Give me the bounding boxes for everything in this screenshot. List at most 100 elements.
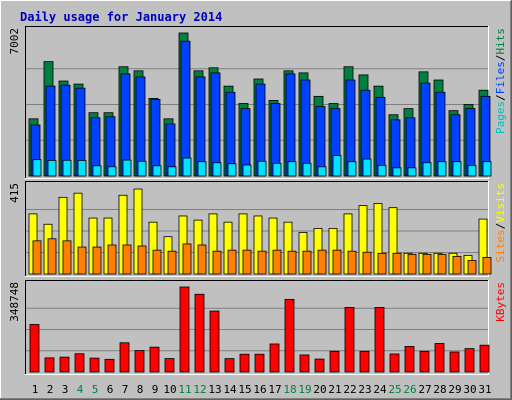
bar-pages-day-13 bbox=[212, 162, 222, 177]
bar-kbytes-day-26 bbox=[404, 346, 415, 373]
bar-pages-day-17 bbox=[272, 162, 282, 177]
bar-kbytes-day-15 bbox=[239, 353, 250, 373]
day-label-24: 24 bbox=[373, 383, 387, 396]
bar-kbytes-day-20 bbox=[314, 358, 325, 373]
bar-kbytes-day-23 bbox=[359, 350, 370, 373]
bar-sites-day-20 bbox=[317, 249, 327, 275]
bar-sites-day-1 bbox=[32, 240, 42, 275]
legend-bottom: KBytes bbox=[494, 282, 507, 322]
bar-sites-day-25 bbox=[392, 252, 402, 275]
bar-kbytes-day-3 bbox=[59, 356, 70, 373]
bar-files-day-24 bbox=[375, 96, 386, 177]
bar-files-day-18 bbox=[285, 73, 296, 177]
day-label-13: 13 bbox=[208, 383, 221, 396]
bar-pages-day-29 bbox=[452, 161, 462, 177]
bar-sites-day-21 bbox=[332, 249, 342, 275]
chart-title: Daily usage for January 2014 bbox=[20, 10, 222, 24]
bar-sites-day-31 bbox=[482, 257, 492, 275]
legend-item-separator: / bbox=[494, 94, 507, 101]
bar-sites-day-9 bbox=[152, 249, 162, 275]
day-label-5: 5 bbox=[92, 383, 99, 396]
bar-files-day-12 bbox=[195, 76, 206, 177]
bar-kbytes-day-27 bbox=[419, 350, 430, 373]
bar-kbytes-day-28 bbox=[434, 343, 445, 373]
legend-item-pages: Pages bbox=[494, 101, 507, 134]
legend-item-sites: Sites bbox=[494, 229, 507, 262]
bar-pages-day-5 bbox=[92, 165, 102, 177]
bar-sites-day-19 bbox=[302, 250, 312, 275]
bar-pages-day-11 bbox=[182, 157, 192, 177]
bar-kbytes-day-25 bbox=[389, 353, 400, 373]
bar-kbytes-day-12 bbox=[194, 293, 205, 373]
bar-sites-day-14 bbox=[227, 249, 237, 275]
bar-sites-day-4 bbox=[77, 246, 87, 275]
bar-sites-day-3 bbox=[62, 240, 72, 275]
legend-item-files: Files bbox=[494, 61, 507, 94]
day-label-2: 2 bbox=[47, 383, 54, 396]
legend-item-kbytes: KBytes bbox=[494, 282, 507, 322]
bar-kbytes-day-5 bbox=[89, 357, 100, 373]
bar-sites-day-2 bbox=[47, 238, 57, 275]
bar-sites-day-26 bbox=[407, 253, 417, 275]
bar-kbytes-day-7 bbox=[119, 342, 130, 373]
bar-pages-day-7 bbox=[122, 159, 132, 177]
bar-kbytes-day-17 bbox=[269, 343, 280, 373]
bar-sites-day-30 bbox=[467, 260, 477, 275]
bar-pages-day-12 bbox=[197, 161, 207, 177]
series-kbytes bbox=[29, 286, 490, 373]
bar-pages-day-1 bbox=[32, 159, 42, 177]
bar-pages-day-19 bbox=[302, 162, 312, 177]
bar-pages-day-8 bbox=[137, 160, 147, 177]
bar-pages-day-25 bbox=[392, 167, 402, 177]
series-pages bbox=[32, 155, 492, 177]
legend-item-separator: / bbox=[494, 55, 507, 62]
bar-kbytes-day-29 bbox=[449, 351, 460, 373]
bar-kbytes-day-14 bbox=[224, 358, 235, 373]
bar-pages-day-23 bbox=[362, 158, 372, 177]
bar-sites-day-10 bbox=[167, 250, 177, 275]
bar-sites-day-6 bbox=[107, 244, 117, 275]
day-label-11: 11 bbox=[178, 383, 191, 396]
bar-kbytes-day-9 bbox=[149, 346, 160, 373]
bar-kbytes-day-4 bbox=[74, 353, 85, 373]
bar-sites-day-28 bbox=[437, 253, 447, 275]
day-label-17: 17 bbox=[268, 383, 281, 396]
bar-pages-day-14 bbox=[227, 163, 237, 177]
bar-kbytes-day-21 bbox=[329, 350, 340, 373]
bar-pages-day-28 bbox=[437, 161, 447, 177]
bar-sites-day-17 bbox=[272, 249, 282, 275]
bar-sites-day-8 bbox=[137, 245, 147, 275]
bar-kbytes-day-16 bbox=[254, 353, 265, 373]
bar-kbytes-day-10 bbox=[164, 358, 175, 373]
day-label-8: 8 bbox=[137, 383, 144, 396]
day-label-25: 25 bbox=[388, 383, 401, 396]
bar-kbytes-day-8 bbox=[134, 350, 145, 373]
day-label-22: 22 bbox=[343, 383, 356, 396]
panel-middle: 415 Sites/Visits bbox=[8, 181, 507, 277]
bar-kbytes-day-22 bbox=[344, 307, 355, 373]
day-label-29: 29 bbox=[448, 383, 461, 396]
day-label-1: 1 bbox=[32, 383, 39, 396]
day-label-4: 4 bbox=[77, 383, 84, 396]
ymax-label-top: 7002 bbox=[8, 28, 21, 55]
bar-sites-day-18 bbox=[287, 250, 297, 275]
legend-middle: Sites/Visits bbox=[494, 183, 507, 263]
bar-files-day-11 bbox=[180, 40, 191, 177]
bar-pages-day-16 bbox=[257, 160, 267, 177]
bar-pages-day-22 bbox=[347, 161, 357, 177]
series-files bbox=[30, 40, 491, 177]
bar-kbytes-day-24 bbox=[374, 307, 385, 373]
bar-kbytes-day-1 bbox=[29, 324, 40, 373]
day-label-20: 20 bbox=[313, 383, 326, 396]
bar-pages-day-6 bbox=[107, 166, 117, 177]
day-label-30: 30 bbox=[463, 383, 476, 396]
bar-kbytes-day-2 bbox=[44, 357, 55, 373]
bar-sites-day-16 bbox=[257, 250, 267, 275]
bar-pages-day-10 bbox=[167, 166, 177, 177]
bar-sites-day-7 bbox=[122, 244, 132, 275]
bar-pages-day-3 bbox=[62, 159, 72, 177]
bar-pages-day-15 bbox=[242, 164, 252, 177]
bar-kbytes-day-13 bbox=[209, 310, 220, 373]
day-label-7: 7 bbox=[122, 383, 129, 396]
